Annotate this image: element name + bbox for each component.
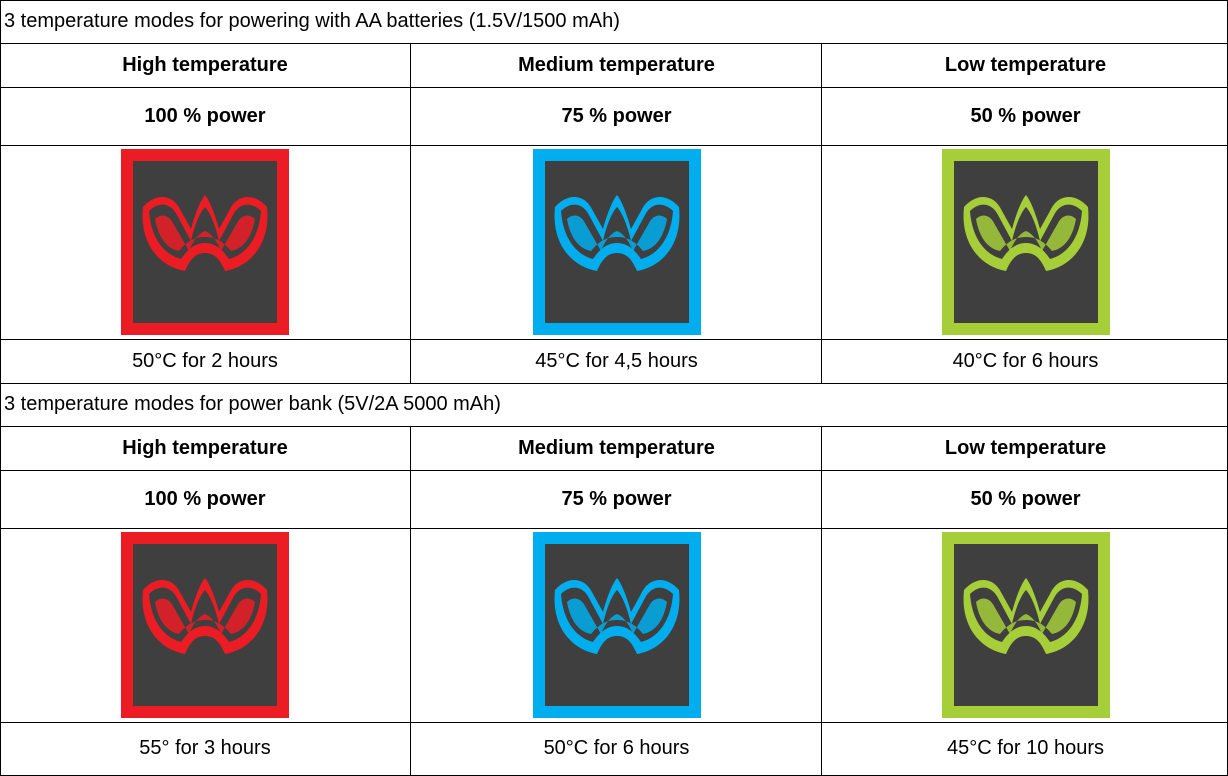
mode-name-row: High temperature Medium temperature Low … — [0, 426, 1228, 470]
mode-name-medium: Medium temperature — [410, 426, 822, 470]
section-title-row: 3 temperature modes for power bank (5V/2… — [0, 383, 1228, 426]
mode-name-medium: Medium temperature — [410, 43, 822, 87]
duration-medium: 45°C for 4,5 hours — [410, 339, 822, 383]
icon-row — [0, 528, 1228, 722]
heating-mode-logo-icon — [821, 528, 1228, 722]
duration-high: 50°C for 2 hours — [132, 349, 278, 372]
heating-mode-logo-icon — [821, 145, 1228, 339]
mode-name-low: Low temperature — [821, 426, 1228, 470]
mode-name-high: High temperature — [122, 436, 288, 459]
section-title-row: 3 temperature modes for powering with AA… — [0, 0, 1228, 43]
icon-row — [0, 145, 1228, 339]
heating-mode-logo-icon — [0, 528, 410, 722]
section-title: 3 temperature modes for powering with AA… — [4, 10, 620, 32]
duration-low: 45°C for 10 hours — [821, 722, 1228, 775]
duration-row: 50°C for 2 hours 45°C for 4,5 hours 40°C… — [0, 339, 1228, 383]
mode-name-row: High temperature Medium temperature Low … — [0, 43, 1228, 87]
power-low: 50 % power — [821, 87, 1228, 145]
power-low: 50 % power — [821, 470, 1228, 528]
heating-mode-logo-icon — [410, 145, 822, 339]
duration-row: 55° for 3 hours 50°C for 6 hours 45°C fo… — [0, 722, 1228, 776]
mode-name-high: High temperature — [122, 53, 288, 76]
power-high: 100 % power — [144, 487, 266, 510]
power-high: 100 % power — [144, 104, 266, 127]
duration-medium: 50°C for 6 hours — [410, 722, 822, 775]
section-title: 3 temperature modes for power bank (5V/2… — [4, 393, 501, 415]
power-medium: 75 % power — [410, 87, 822, 145]
heating-mode-logo-icon — [0, 145, 410, 339]
duration-low: 40°C for 6 hours — [821, 339, 1228, 383]
duration-high: 55° for 3 hours — [139, 737, 271, 759]
heating-mode-logo-icon — [410, 528, 822, 722]
power-row: 100 % power 75 % power 50 % power — [0, 470, 1228, 528]
mode-name-low: Low temperature — [821, 43, 1228, 87]
power-medium: 75 % power — [410, 470, 822, 528]
power-row: 100 % power 75 % power 50 % power — [0, 87, 1228, 145]
